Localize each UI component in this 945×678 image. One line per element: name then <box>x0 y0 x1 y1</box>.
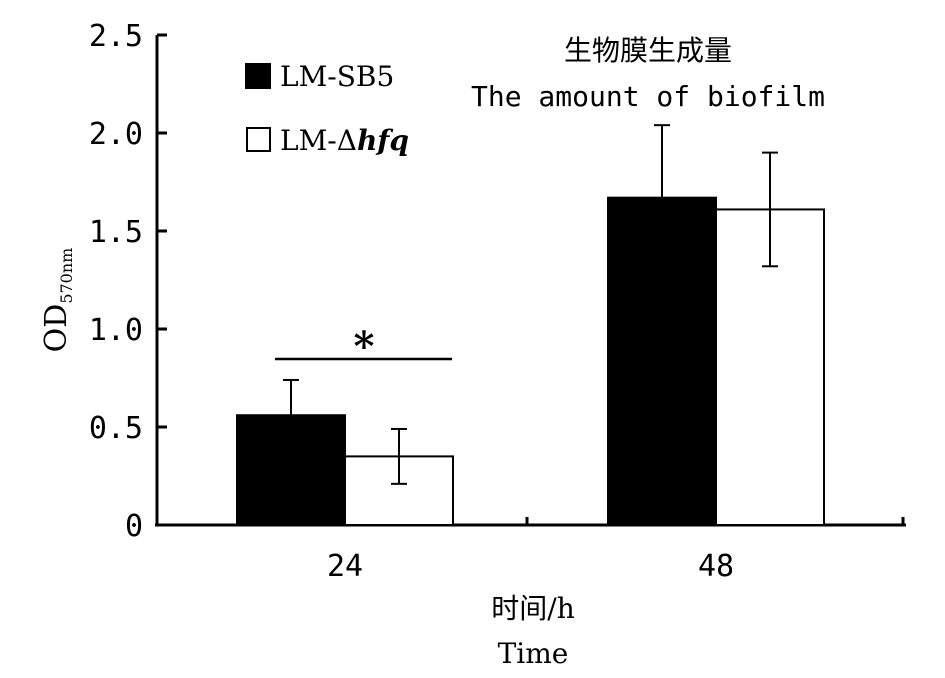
x-axis-label-cn: 时间/h <box>491 592 574 625</box>
bar-lm-sb5-24 <box>236 414 346 526</box>
x-tick-label: 24 <box>327 549 363 584</box>
chart-title: 生物膜生成量 <box>564 34 732 67</box>
y-tick-label: 2.0 <box>89 117 143 152</box>
y-axis-label: OD570nm <box>39 248 76 353</box>
y-axis-label-subscript: 570nm <box>57 248 76 304</box>
y-tick-label: 1.0 <box>89 313 143 348</box>
y-tick-label: 0 <box>125 509 143 544</box>
y-tick-label: 1.5 <box>89 215 143 250</box>
significance-asterisk: * <box>354 323 375 370</box>
bars <box>236 196 825 526</box>
y-axis-ticks: 0 0.5 1.0 1.5 2.0 2.5 <box>89 19 167 544</box>
y-tick-label: 0.5 <box>89 411 143 446</box>
chart-subtitle: The amount of biofilm <box>471 80 825 113</box>
legend-label-lm-dhfq-gene: hfq <box>357 124 409 157</box>
significance-marker: * <box>275 323 452 370</box>
x-axis-ticks: 24 48 <box>327 517 905 584</box>
y-tick-label: 2.5 <box>89 19 143 54</box>
legend: LM-SB5 LM-Δhfq <box>245 60 409 157</box>
legend-label-lm-dhfq-prefix: LM-Δ <box>280 124 357 157</box>
bar-lm-sb5-48 <box>607 196 717 526</box>
x-tick-label: 48 <box>698 549 734 584</box>
legend-label-lm-dhfq: LM-Δhfq <box>280 124 409 157</box>
error-bars <box>283 124 778 485</box>
legend-swatch-lm-sb5 <box>245 63 271 89</box>
legend-swatch-lm-dhfq <box>246 127 271 152</box>
x-axis-label-en: Time <box>498 637 569 670</box>
y-axis-label-main: OD <box>39 304 74 353</box>
legend-label-lm-sb5: LM-SB5 <box>280 60 394 93</box>
